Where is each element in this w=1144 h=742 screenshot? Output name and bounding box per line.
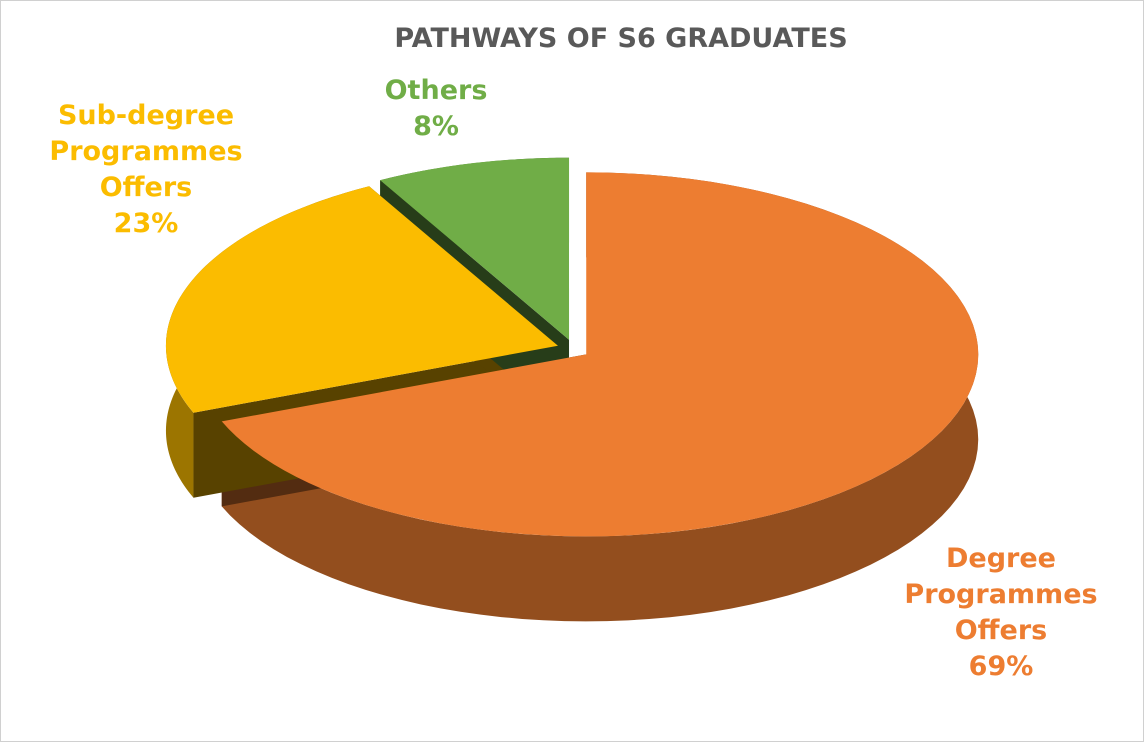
category-label: Others [384,75,488,106]
value-label: 23% [113,208,179,239]
slice [380,157,570,340]
category-label: Sub-degree Programmes Offers [49,100,243,203]
value-label: 69% [968,651,1034,682]
chart-title: PATHWAYS OF S6 GRADUATES [394,23,848,54]
data-label: Others 8% [316,73,556,145]
slice [165,186,558,413]
category-label: Degree Programmes Offers [904,543,1098,646]
slice [221,172,979,537]
value-label: 8% [413,111,459,142]
data-label: Degree Programmes Offers 69% [881,541,1121,685]
data-label: Sub-degree Programmes Offers 23% [26,98,266,242]
